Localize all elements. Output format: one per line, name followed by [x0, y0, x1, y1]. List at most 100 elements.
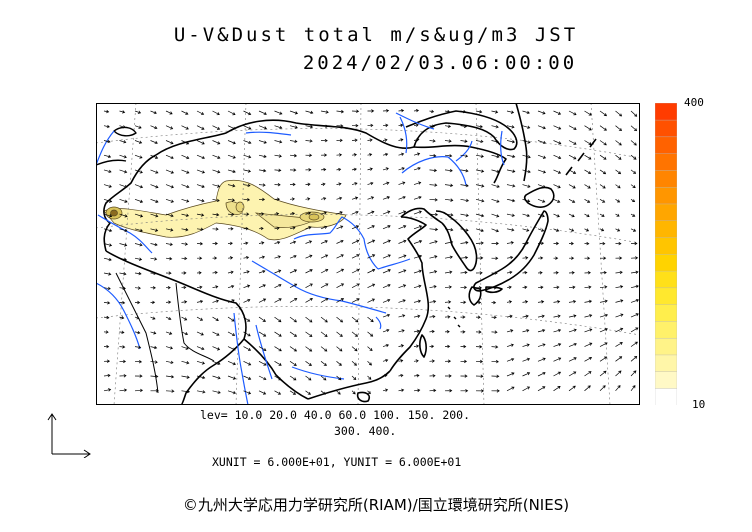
wind-arrow — [568, 385, 576, 392]
wind-arrow — [351, 138, 358, 142]
wind-arrow — [336, 268, 345, 274]
wind-arrow — [382, 373, 388, 378]
wind-arrow — [258, 298, 267, 303]
wind-arrow — [150, 374, 159, 379]
unit-vector-axes-icon — [47, 413, 91, 458]
wind-arrow — [599, 228, 605, 232]
wind-arrow — [336, 153, 343, 157]
wind-arrow — [196, 271, 202, 275]
wind-arrow — [351, 196, 359, 200]
wind-arrow — [398, 373, 404, 378]
wind-arrow — [553, 125, 562, 130]
wind-arrow — [599, 270, 607, 275]
wind-arrow — [491, 140, 500, 144]
wind-arrow — [150, 286, 156, 290]
wind-arrow — [320, 375, 327, 381]
contour-levels-line2: 300. 400. — [334, 424, 397, 438]
wind-arrow — [568, 314, 577, 318]
wind-arrow — [351, 298, 360, 303]
wind-arrow — [630, 327, 639, 333]
wind-arrow — [630, 370, 637, 377]
wind-arrow — [429, 359, 435, 363]
wind-arrow — [475, 110, 483, 114]
wind-arrow — [444, 139, 452, 143]
wind-arrow — [460, 139, 468, 143]
wind-arrow — [413, 359, 419, 363]
wind-arrow — [119, 154, 127, 159]
colorbar-band — [655, 119, 677, 138]
wind-arrow — [491, 389, 500, 393]
wind-arrow — [429, 124, 435, 128]
wind-arrow — [367, 268, 376, 274]
wind-arrow — [537, 271, 543, 275]
wind-arrow — [382, 358, 389, 363]
wind-arrow — [103, 139, 111, 144]
wind-arrow — [289, 361, 297, 366]
wind-arrow — [522, 314, 529, 318]
wind-arrow — [506, 228, 515, 232]
wind-arrow — [413, 152, 421, 156]
wind-arrow — [119, 228, 128, 233]
wind-arrow — [336, 225, 344, 230]
wind-arrow — [615, 199, 621, 203]
wind-arrow — [584, 356, 593, 362]
wind-arrow — [336, 254, 344, 259]
wind-arrow — [305, 168, 312, 172]
colorbar-band — [655, 270, 677, 289]
wind-arrow — [568, 125, 577, 131]
wind-arrow — [243, 298, 251, 303]
wind-arrow — [506, 329, 514, 333]
wind-arrow — [553, 184, 561, 189]
wind-arrow — [103, 124, 110, 129]
wind-arrow — [289, 182, 296, 187]
copyright-credit: ©九州大学応用力学研究所(RIAM)/国立環境研究所(NIES) — [182, 496, 570, 514]
wind-arrow — [119, 359, 127, 364]
wind-arrow — [599, 125, 607, 131]
wind-arrow — [413, 299, 422, 303]
colorbar-band — [655, 354, 677, 372]
wind-arrow — [382, 152, 389, 157]
wind-arrow — [429, 374, 436, 378]
wind-arrow — [320, 331, 328, 338]
wind-arrow — [243, 198, 251, 202]
colorbar-band — [655, 337, 677, 356]
wind-arrow — [522, 372, 531, 377]
wind-arrow — [630, 270, 639, 274]
wind-arrow — [305, 269, 313, 274]
wind-arrow — [196, 299, 204, 304]
wind-arrow — [475, 359, 484, 364]
wind-arrow — [491, 359, 499, 364]
wind-arrow — [491, 256, 499, 260]
wind-arrow — [506, 285, 512, 289]
wind-arrow — [382, 388, 389, 392]
wind-arrow — [475, 374, 484, 378]
colorbar — [655, 103, 677, 405]
wind-arrow — [444, 344, 451, 349]
wind-arrow — [537, 357, 546, 362]
wind-arrow — [212, 390, 221, 394]
wind-arrow — [150, 389, 159, 393]
wind-arrow — [320, 346, 328, 352]
wind-arrow — [506, 357, 515, 362]
wind-arrow — [615, 241, 622, 246]
wind-arrow — [196, 242, 204, 246]
wind-arrow — [398, 152, 405, 156]
wind-arrow — [537, 285, 544, 289]
wind-arrow — [320, 254, 329, 259]
wind-arrow — [212, 198, 220, 203]
wind-arrow — [460, 359, 468, 364]
lat-lon-grid — [96, 103, 640, 405]
wind-arrow — [553, 228, 560, 232]
wind-arrow — [150, 228, 159, 232]
wind-arrow — [289, 331, 298, 337]
wind-arrow — [119, 388, 128, 392]
wind-arrow — [615, 327, 624, 333]
wind-arrow — [491, 286, 497, 290]
wind-arrow — [320, 182, 326, 186]
wind-arrow — [475, 184, 485, 188]
wind-arrow — [568, 285, 576, 289]
vector-unit-scale: XUNIT = 6.000E+01, YUNIT = 6.000E+01 — [212, 455, 462, 469]
wind-arrow — [103, 243, 113, 247]
wind-arrow — [367, 167, 373, 171]
wind-arrow — [305, 197, 311, 201]
